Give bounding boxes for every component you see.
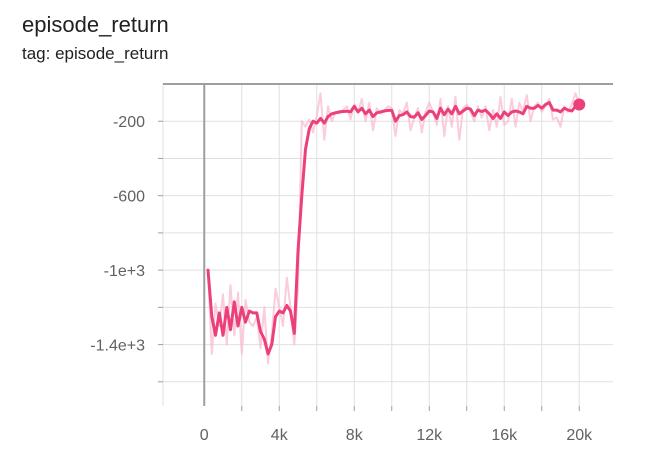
x-tick-label: 16k [491, 427, 518, 444]
series-lines [206, 92, 586, 365]
y-tick-label: -600 [113, 189, 145, 206]
zero-axes [163, 83, 613, 406]
x-tick-label: 4k [271, 427, 289, 444]
y-tick-label: -200 [113, 114, 145, 131]
raw-series-line [207, 92, 581, 365]
grid-lines [158, 84, 613, 411]
y-tick-label: -1.4e+3 [90, 338, 145, 355]
x-tick-label: 8k [346, 427, 364, 444]
y-tick-label: -1e+3 [104, 263, 145, 280]
x-tick-label: 20k [566, 427, 593, 444]
tick-labels: 0 4k 8k 12k 16k 20k -200 -600 -1e+3 -1.4e+3 [90, 114, 593, 444]
x-tick-label: 0 [200, 427, 209, 444]
smoothed-series-line [206, 101, 581, 356]
chart-title: episode_return [22, 12, 169, 37]
last-point-marker [573, 98, 586, 111]
x-tick-label: 12k [416, 427, 443, 444]
chart-tag: tag: episode_return [22, 44, 169, 63]
